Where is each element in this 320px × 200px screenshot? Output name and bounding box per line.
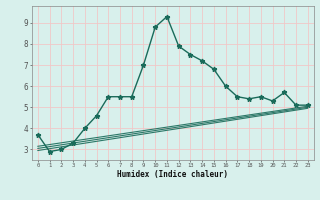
X-axis label: Humidex (Indice chaleur): Humidex (Indice chaleur) [117,170,228,179]
